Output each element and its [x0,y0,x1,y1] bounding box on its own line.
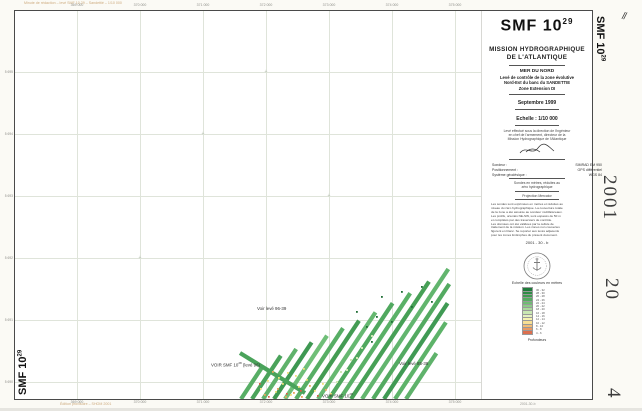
grid-tick-label: 369 000 [70,400,84,404]
map-label-voir-leve-96: Voir levé 96-39 [257,306,287,311]
legend-footer: Profondeurs [527,337,547,342]
legend-swatch [522,330,533,335]
rule [515,125,559,126]
mission-name: MISSION HYDROGRAPHIQUE DE L'ATLANTIQUE [489,46,585,61]
archive-number-item: 4 [603,388,624,400]
sheet-title-text: SMF 10 [500,17,563,35]
legend-entry: 4 - 6 [482,330,592,335]
grid-tick-label: 5 693 [4,194,13,198]
grid-tick-label: + [138,255,142,261]
grid-tick-label: 375 000 [448,3,462,7]
rule [509,159,565,160]
archive-number-year: 2001 [599,175,620,221]
director-note: Levé effectué sous la direction de l'ing… [503,129,571,142]
right-margin-sheet-number: SMF 1029 [594,16,606,62]
grid-tick-label: 373 000 [322,400,336,404]
archive-number-box: 20 [601,278,622,301]
rule [515,191,559,192]
sonar-coverage-swath [238,267,452,399]
grid-tick-label: 369 000 [70,3,84,7]
grid-tick-label: 371 000 [196,400,210,404]
survey-scale: Echelle : 1/10 000 [516,116,558,122]
scan-edge-shadow [0,408,642,411]
map-label-voir-smf-left: VOIR SMF 1028 (levé 96) [211,361,260,368]
grid-tick-label: + [264,69,268,75]
anchor-icon [532,260,542,271]
map-label-voir-leve-85: Voir levé 85-38 [399,361,429,366]
grid-tick-label: 374 000 [385,400,399,404]
map-label-voir-smf-bottom: VOIR SMF 1028 [322,391,353,398]
grid-tick-label: + [201,131,205,137]
sheet-title: SMF 1029 [482,17,592,35]
top-print-note: Minute de rédaction – levé SMF 10 29 – S… [24,1,122,5]
reduction-note: Sondes en mètres, réduites au zéro hydro… [513,181,561,190]
grid-tick-label: 372 000 [259,3,273,7]
reference-number: 2001 - 30 - b [525,240,549,245]
grid-tick-label: 370 000 [133,400,147,404]
grid-tick-label: 374 000 [385,3,399,7]
legend-title: Echelle des couleurs en mètres [511,281,563,285]
grid-tick-label: 5 695 [4,70,13,74]
spec-row: Sondeur : SIMRAD EM 950 [492,163,602,167]
survey-paragraph: Les sondes sont exprimées en mètres et r… [491,202,563,238]
official-stamp [523,252,551,280]
projection-note: Projection Mercator [522,193,552,198]
sheet-title-sup: 29 [562,17,574,26]
survey-date: Septembre 1999 [517,100,557,106]
rule [515,109,559,110]
grid-tick-label: 372 000 [259,400,273,404]
grid-tick-label: 5 694 [4,132,13,136]
bottom-print-note: Édition provisoire – SHOM 2001 [60,402,112,406]
rule [509,94,565,95]
signature [519,143,555,154]
grid-tick-label: 371 000 [196,3,210,7]
rule [509,65,565,66]
grid-tick-label: 5 690 [4,380,13,384]
grid-tick-label: 5 691 [4,318,13,322]
grid-tick-label: 373 000 [322,3,336,7]
grid-tick-label: 5 692 [4,256,13,260]
title-column: SMF 1029 MISSION HYDROGRAPHIQUE DE L'ATL… [481,11,602,399]
bottom-ref-note: 2001-30-b [520,402,536,406]
grid-tick-label: 375 000 [448,400,462,404]
depth-color-legend: 30 - 32 28 - 30 26 - 28 24 - 26 22 - 24 20 - … [482,287,592,335]
rule [509,178,565,179]
corner-pencil-mark: // [620,10,627,23]
zone-block: MER DU NORD Levé de contrôle de la zone … [499,69,574,91]
rule [515,199,559,200]
grid-tick-label: 370 000 [133,3,147,7]
spec-row: Système géodésique : WGS 84 [492,172,602,177]
grid-tick-label: + [327,193,331,199]
spec-list: Sondeur : SIMRAD EM 950 Positionnement : GP… [482,163,612,177]
left-margin-sheet-number: SMF 1029 [17,349,29,395]
map-frame: SMF 1029 MISSION HYDROGRAPHIQUE DE L'ATL… [14,10,602,400]
spec-row: Positionnement : GPS différentiel [492,167,602,172]
